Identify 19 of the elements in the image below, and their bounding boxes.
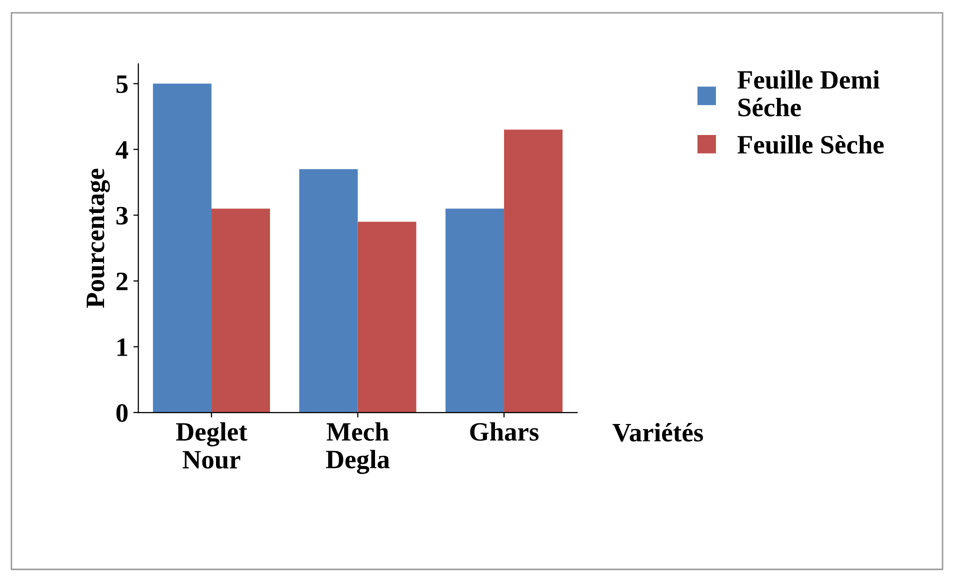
legend-label: Feuille Demi Séche — [738, 70, 880, 116]
bar — [358, 222, 416, 413]
y-tick-label: 3 — [116, 206, 128, 225]
legend-label: Feuille Sèche — [738, 135, 884, 154]
y-tick-label: 0 — [116, 404, 128, 422]
bar — [446, 208, 504, 413]
bar — [299, 169, 358, 413]
y-tick-label: 4 — [116, 141, 128, 159]
y-tick-label: 5 — [116, 76, 128, 94]
bar — [152, 84, 212, 413]
bar — [504, 130, 563, 413]
y-axis-title: Pourcentage — [86, 168, 110, 308]
y-tick-label: 2 — [116, 272, 128, 290]
x-axis-title: Variétés — [612, 422, 703, 442]
y-tick-label: 1 — [118, 338, 128, 356]
bar — [211, 208, 270, 413]
x-tick-label: Mech Degla — [326, 422, 390, 474]
x-tick-label: Deglet Nour — [176, 422, 248, 469]
x-tick-label: Ghars — [470, 422, 539, 441]
